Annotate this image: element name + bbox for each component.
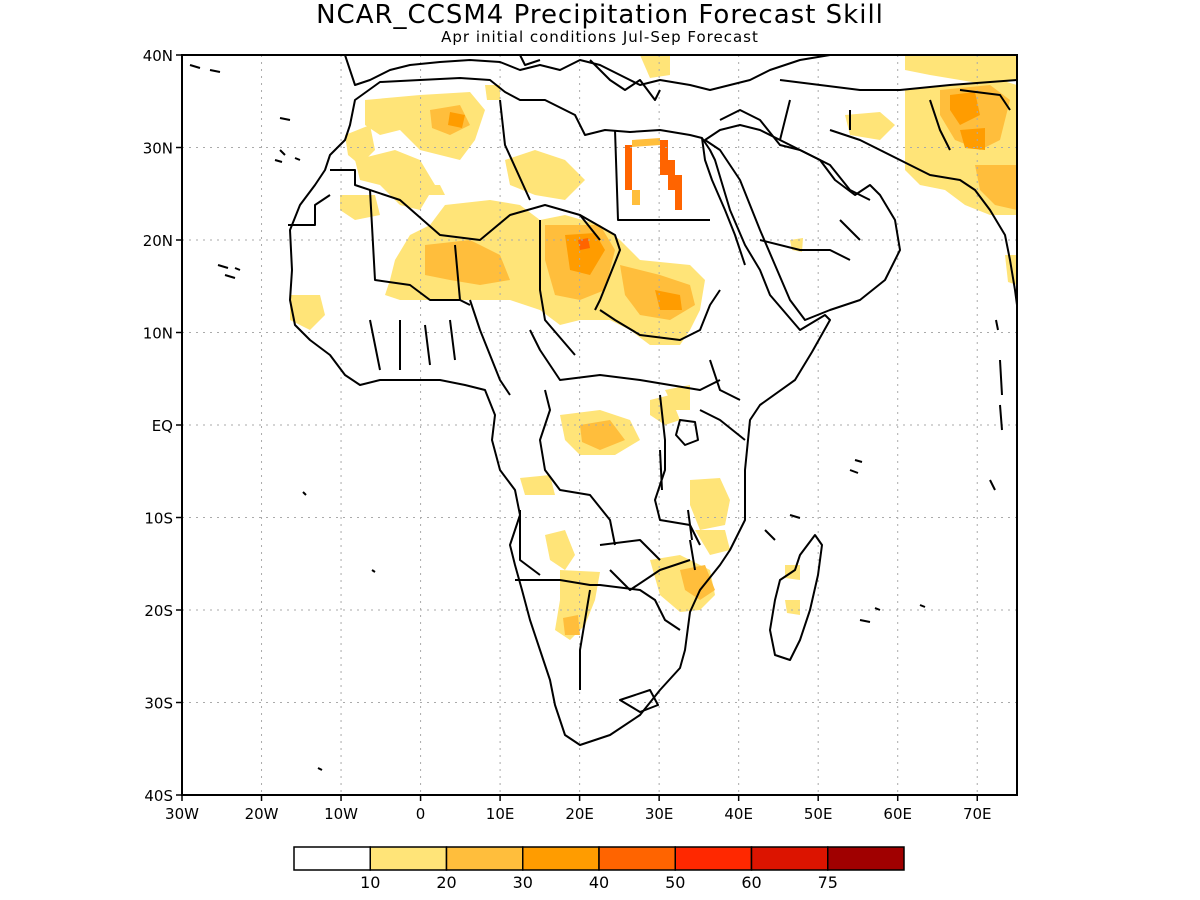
lon-tick-label: 10W <box>324 805 358 823</box>
colorbar-swatch <box>827 846 905 871</box>
map-title: NCAR_CCSM4 Precipitation Forecast Skill <box>316 0 884 30</box>
lon-tick-label: 20W <box>245 805 279 823</box>
lon-tick-label: 50E <box>804 805 833 823</box>
lon-tick-label: 0 <box>416 805 426 823</box>
colorbar-swatch <box>293 846 371 871</box>
lon-tick-label: 40E <box>724 805 753 823</box>
colorbar-label: 75 <box>818 873 838 892</box>
lat-tick-label: 30N <box>143 140 173 158</box>
coastlines <box>189 55 1017 771</box>
lon-tick-label: 70E <box>963 805 992 823</box>
lat-tick-label: 20N <box>143 232 173 250</box>
colorbar-label: 50 <box>665 873 685 892</box>
colorbar <box>293 846 905 871</box>
colorbar-label: 30 <box>513 873 533 892</box>
colorbar-label: 10 <box>360 873 380 892</box>
colorbar-swatch <box>522 846 600 871</box>
colorbar-swatch <box>369 846 448 871</box>
lon-tick-label: 30W <box>165 805 199 823</box>
lon-tick-label: 20E <box>565 805 594 823</box>
lat-tick-label: 40S <box>144 787 173 805</box>
lon-tick-label: 30E <box>645 805 674 823</box>
lat-tick-label: 10N <box>143 325 173 343</box>
colorbar-labels: 10 20 30 40 50 60 75 <box>360 873 838 892</box>
lat-tick-label: 10S <box>144 510 173 528</box>
colorbar-swatch <box>445 846 524 871</box>
latitude-labels: 40N 30N 20N 10N EQ 10S 20S 30S 40S <box>143 47 173 805</box>
lat-tick-label: 30S <box>144 695 173 713</box>
lat-tick-label: 40N <box>143 47 173 65</box>
map-subtitle: Apr initial conditions Jul-Sep Forecast <box>441 28 759 46</box>
colorbar-label: 20 <box>436 873 456 892</box>
colorbar-swatch <box>674 846 753 871</box>
shading-layer <box>290 55 1017 640</box>
skill-40-50-areas <box>578 140 682 250</box>
skill-30-40-areas <box>448 92 985 310</box>
lon-tick-label: 60E <box>883 805 912 823</box>
colorbar-label: 40 <box>589 873 609 892</box>
colorbar-label: 60 <box>741 873 761 892</box>
skill-egypt-halo <box>632 138 660 205</box>
colorbar-swatch <box>598 846 676 871</box>
longitude-labels: 30W 20W 10W 0 10E 20E 30E 40E 50E 60E 70E <box>165 805 991 823</box>
lon-tick-label: 10E <box>486 805 515 823</box>
colorbar-swatch <box>750 846 829 871</box>
lat-tick-label: 20S <box>144 602 173 620</box>
lat-tick-label: EQ <box>152 417 173 435</box>
axis-ticks <box>176 54 978 801</box>
